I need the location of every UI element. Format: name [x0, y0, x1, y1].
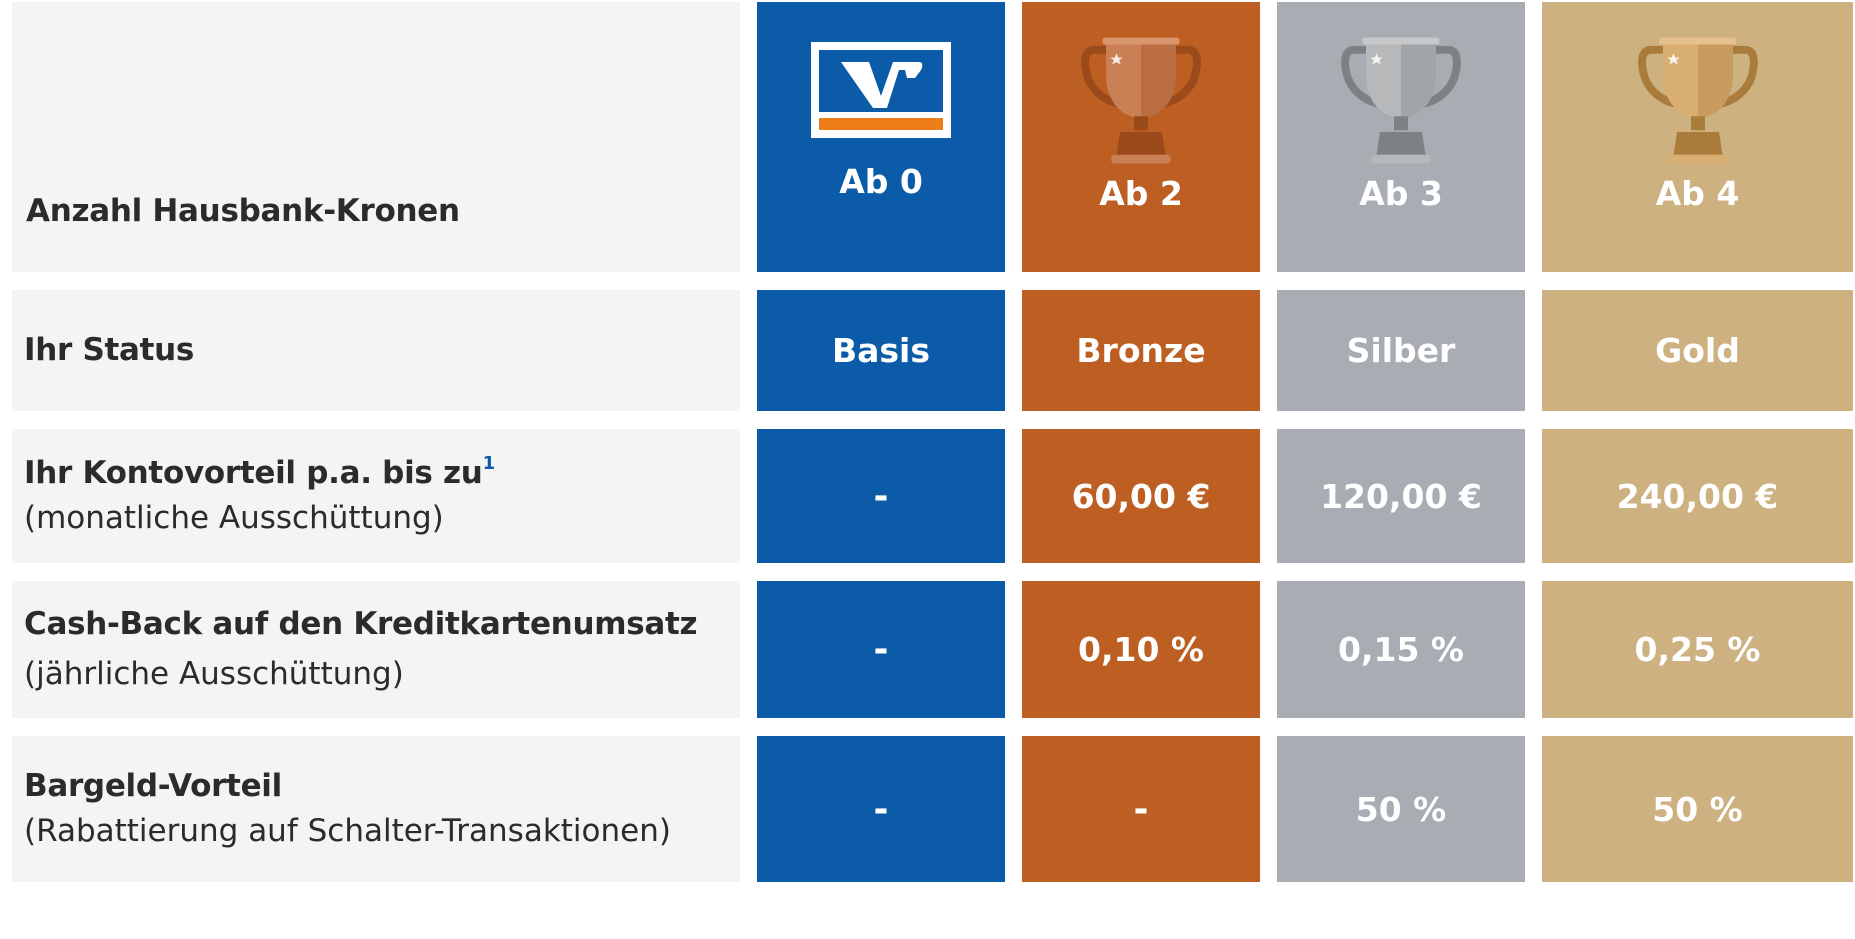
header-cell-bronze: Ab 2 [1022, 2, 1260, 272]
row-title-status: Ihr Status [24, 332, 195, 369]
cashback-silber: 0,15 % [1277, 581, 1525, 718]
row-label-crowns: Anzahl Hausbank-Kronen [12, 2, 740, 272]
konto-basis: - [757, 429, 1005, 563]
bargeld-gold: 50 % [1542, 736, 1853, 882]
footnote-marker[interactable]: 1 [482, 453, 496, 475]
header-cell-basis: Ab 0 [757, 2, 1005, 272]
vr-bank-logo-icon [811, 42, 951, 138]
crowns-basis: Ab 0 [839, 162, 923, 201]
row-sub-bargeld: (Rabattierung auf Schalter-Transaktionen… [24, 813, 671, 849]
crowns-bronze: Ab 2 [1099, 174, 1183, 213]
status-bronze: Bronze [1022, 290, 1260, 411]
gold-trophy-icon [1624, 34, 1772, 174]
row-sub-cashback: (jährliche Ausschüttung) [24, 655, 404, 692]
row-label-bargeld: Bargeld-Vorteil (Rabattierung auf Schalt… [12, 736, 740, 882]
row-sub-konto: (monatliche Ausschüttung) [24, 500, 444, 536]
konto-gold: 240,00 € [1542, 429, 1853, 563]
status-comparison-table: Anzahl Hausbank-Kronen Ab 0 Ab 2 Ab 3 Ab… [12, 2, 1853, 882]
konto-silber: 120,00 € [1277, 429, 1525, 563]
status-basis: Basis [757, 290, 1005, 411]
crowns-silber: Ab 3 [1359, 174, 1443, 213]
bargeld-bronze: - [1022, 736, 1260, 882]
cashback-bronze: 0,10 % [1022, 581, 1260, 718]
row-label-status: Ihr Status [12, 290, 740, 411]
cashback-basis: - [757, 581, 1005, 718]
row-title-cashback: Cash-Back auf den Kreditkartenumsatz [24, 605, 698, 642]
row-title-konto-text: Ihr Kontovorteil p.a. bis zu [24, 455, 483, 492]
bargeld-silber: 50 % [1277, 736, 1525, 882]
status-gold: Gold [1542, 290, 1853, 411]
header-cell-gold: Ab 4 [1542, 2, 1853, 272]
crowns-gold: Ab 4 [1655, 174, 1740, 213]
konto-bronze: 60,00 € [1022, 429, 1260, 563]
bargeld-basis: - [757, 736, 1005, 882]
silver-trophy-icon [1327, 34, 1475, 174]
cashback-gold: 0,25 % [1542, 581, 1853, 718]
row-label-cashback: Cash-Back auf den Kreditkartenumsatz (jä… [12, 581, 740, 718]
row-title-crowns: Anzahl Hausbank-Kronen [26, 193, 460, 230]
row-label-konto: Ihr Kontovorteil p.a. bis zu1 (monatlich… [12, 429, 740, 563]
header-cell-silber: Ab 3 [1277, 2, 1525, 272]
row-title-bargeld: Bargeld-Vorteil [24, 768, 282, 805]
bronze-trophy-icon [1067, 34, 1215, 174]
status-silber: Silber [1277, 290, 1525, 411]
row-title-konto: Ihr Kontovorteil p.a. bis zu1 [24, 451, 740, 496]
